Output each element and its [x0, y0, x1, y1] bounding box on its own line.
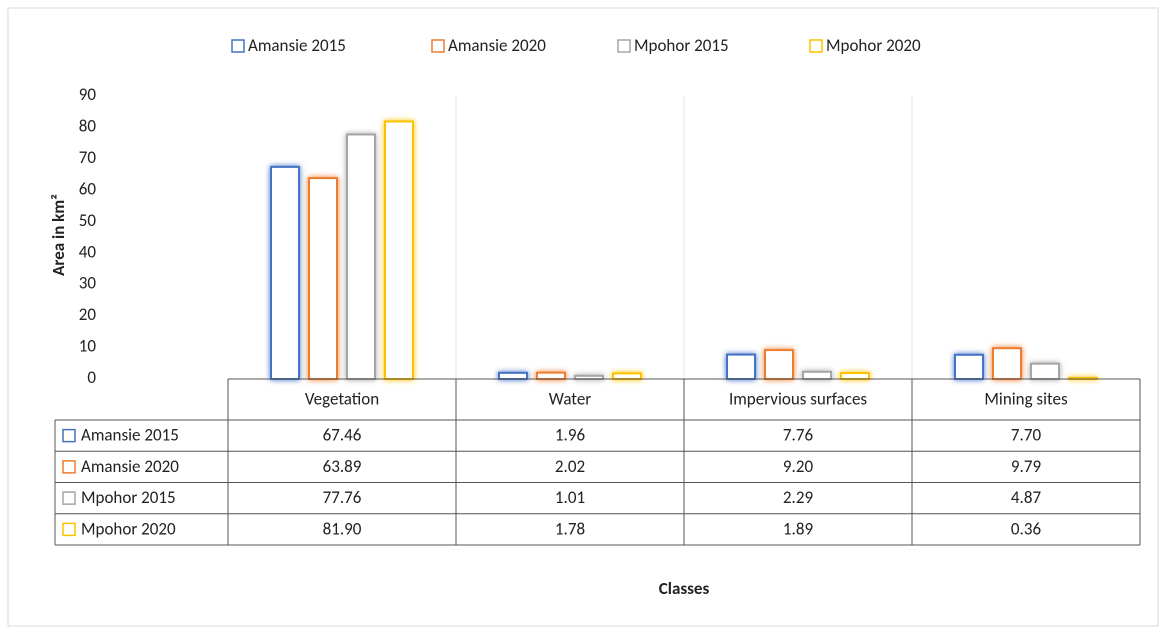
y-tick-label: 0	[87, 367, 96, 388]
table-legend-swatch	[63, 430, 75, 442]
bar	[993, 348, 1021, 379]
table-cell: 9.20	[783, 456, 814, 477]
y-axis-title: Area in km²	[48, 194, 69, 276]
bar	[841, 373, 869, 379]
legend-label: Amansie 2020	[448, 35, 546, 56]
table-legend-swatch	[63, 461, 75, 473]
table-row-label: Amansie 2015	[81, 425, 179, 446]
table-header: Impervious surfaces	[729, 389, 867, 410]
table-cell: 2.29	[783, 487, 814, 508]
bar	[613, 373, 641, 379]
y-tick-label: 20	[79, 304, 97, 325]
y-tick-label: 80	[79, 116, 97, 137]
table-cell: 67.46	[323, 425, 362, 446]
table-cell: 81.90	[323, 518, 362, 539]
table-cell: 4.87	[1011, 487, 1042, 508]
bar	[347, 134, 375, 379]
y-tick-label: 90	[79, 84, 97, 105]
chart: Area in km² Classes 0 10 20 30 40 50 60 70 80 90 A…	[0, 0, 1165, 632]
table-cell: 1.78	[555, 518, 585, 539]
table-header: Vegetation	[305, 389, 379, 410]
y-tick-label: 70	[79, 147, 97, 168]
table-cell: 1.96	[555, 425, 586, 446]
bar	[1031, 364, 1059, 379]
bar	[385, 121, 413, 379]
table-cell: 1.01	[555, 487, 585, 508]
legend-label: Amansie 2015	[248, 35, 346, 56]
table-legend-swatch	[63, 492, 75, 504]
table-row-label: Amansie 2020	[81, 456, 179, 477]
table-row-label: Mpohor 2020	[81, 518, 176, 539]
table-header: Water	[549, 389, 591, 410]
legend-swatch	[232, 40, 244, 52]
table-cell: 63.89	[323, 456, 362, 477]
bar	[955, 355, 983, 379]
table-cell: 9.79	[1011, 456, 1042, 477]
x-axis-title: Classes	[659, 578, 710, 599]
legend-label: Mpohor 2015	[634, 35, 729, 56]
table-cell: 1.89	[783, 518, 814, 539]
y-tick-label: 50	[79, 210, 97, 231]
legend-label: Mpohor 2020	[826, 35, 921, 56]
page: {"chart_data": {"type": "bar", "categori…	[0, 0, 1165, 637]
bar	[499, 373, 527, 379]
y-tick-label: 40	[79, 241, 97, 262]
bar	[309, 178, 337, 379]
bar	[765, 350, 793, 379]
bar	[271, 167, 299, 379]
y-tick-label: 10	[79, 336, 97, 357]
table-legend-swatch	[63, 523, 75, 535]
bar	[803, 372, 831, 379]
table-cell: 7.70	[1011, 425, 1042, 446]
table-cell: 7.76	[783, 425, 814, 446]
legend-swatch	[618, 40, 630, 52]
y-tick-label: 30	[79, 273, 97, 294]
table-cell: 0.36	[1011, 518, 1042, 539]
bar	[727, 355, 755, 379]
legend-swatch	[432, 40, 444, 52]
table-header: Mining sites	[984, 389, 1068, 410]
table-row-label: Mpohor 2015	[81, 487, 176, 508]
y-tick-label: 60	[79, 178, 97, 199]
bar	[537, 373, 565, 379]
legend-swatch	[810, 40, 822, 52]
table-cell: 2.02	[555, 456, 585, 477]
table-cell: 77.76	[323, 487, 362, 508]
